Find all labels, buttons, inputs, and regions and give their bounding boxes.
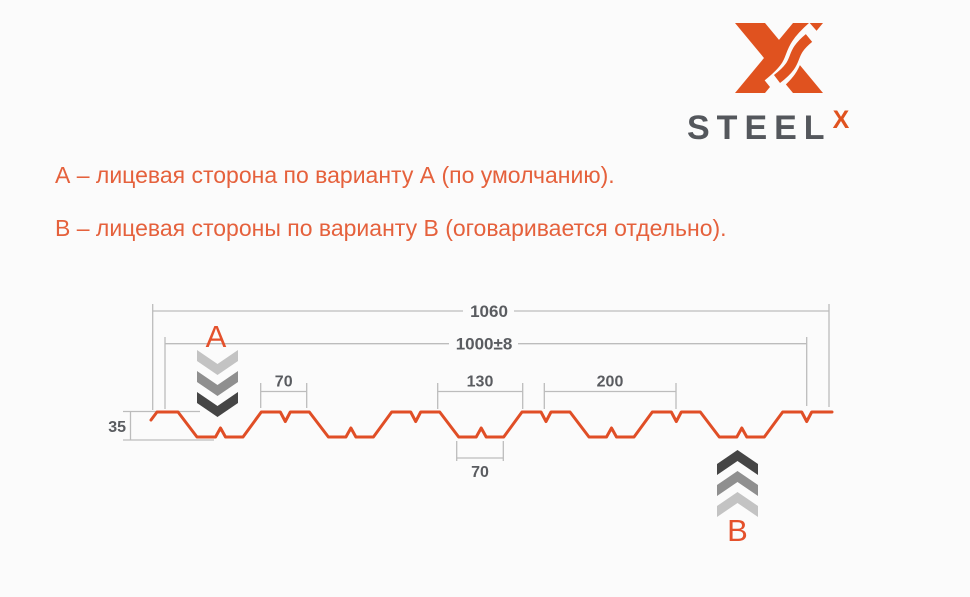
dimension-rib-top-width: 70 bbox=[260, 374, 308, 408]
chevron-down-dark bbox=[197, 392, 238, 417]
chevron-down-light bbox=[197, 350, 238, 375]
marker-variant-a: A bbox=[197, 319, 238, 417]
dimension-rib-bottom-width: 70 bbox=[456, 441, 504, 481]
chevron-up-dark bbox=[717, 450, 758, 475]
dimension-rib-pitch: 200 bbox=[543, 374, 677, 409]
dimension-rib-opening: 130 bbox=[437, 374, 524, 409]
logo-wordmark-steel: STEEL bbox=[687, 109, 832, 147]
dim-label-rib-pitch: 200 bbox=[597, 374, 624, 391]
marker-variant-b: B bbox=[717, 450, 758, 548]
note-variant-b: В – лицевая стороны по варианту В (огова… bbox=[55, 215, 727, 241]
chevron-up-light bbox=[717, 492, 758, 517]
sheet-profile-outline bbox=[149, 410, 834, 439]
chevron-up-icon bbox=[717, 450, 758, 517]
logo-wordmark: STEELX bbox=[687, 106, 850, 148]
dim-label-rib-opening: 130 bbox=[467, 374, 494, 391]
dimension-profile-height: 35 bbox=[108, 410, 214, 441]
steelx-x-icon bbox=[735, 22, 823, 94]
logo-wordmark-x: X bbox=[832, 106, 850, 134]
note-variant-a: А – лицевая сторона по варианту А (по ум… bbox=[55, 162, 615, 188]
dim-label-working-width: 1000±8 bbox=[456, 335, 513, 354]
chevron-down-mid bbox=[197, 371, 238, 396]
dim-label-total-width: 1060 bbox=[470, 302, 508, 321]
chevron-down-icon bbox=[197, 350, 238, 417]
dim-label-rib-bottom-width: 70 bbox=[471, 464, 489, 481]
marker-b-label: B bbox=[727, 513, 748, 548]
dim-label-profile-height: 35 bbox=[108, 419, 126, 436]
dimension-total-width: 1060 bbox=[152, 302, 830, 410]
chevron-up-mid bbox=[717, 471, 758, 496]
x-icon-s-ribbon bbox=[773, 34, 813, 83]
dim-label-rib-top-width: 70 bbox=[275, 374, 293, 391]
dimension-working-width: 1000±8 bbox=[164, 335, 808, 409]
marker-a-label: A bbox=[206, 319, 227, 354]
